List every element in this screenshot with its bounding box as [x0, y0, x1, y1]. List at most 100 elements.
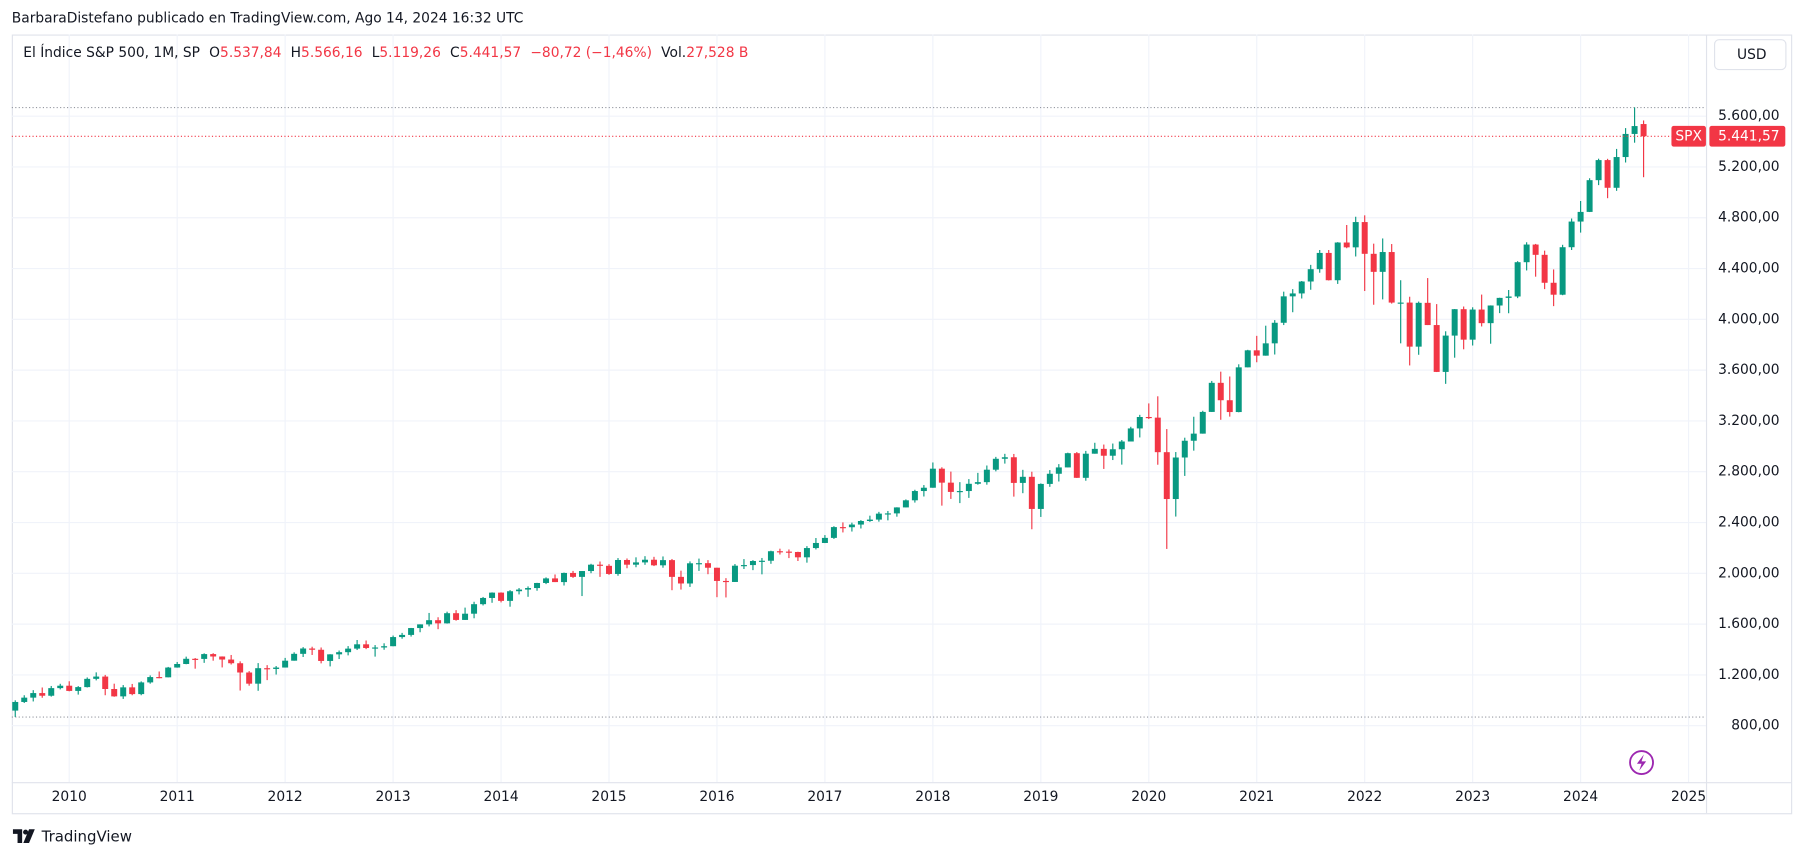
- candle-body: [713, 567, 720, 581]
- candle-body: [30, 693, 37, 698]
- candle-body: [21, 697, 28, 702]
- candle-body: [1073, 453, 1080, 478]
- candle-body: [174, 663, 181, 668]
- candle-body: [740, 565, 747, 567]
- candle-body: [390, 637, 397, 647]
- price-label: 5.441,57: [1718, 128, 1779, 144]
- y-tick-label: 4.800,00: [1718, 210, 1779, 226]
- logo-mark: [12, 829, 35, 844]
- candle-body: [1352, 222, 1359, 248]
- candle-body: [507, 591, 514, 601]
- x-tick-label: 2024: [1563, 789, 1598, 805]
- candle-body: [1046, 473, 1053, 484]
- candle-body: [1523, 244, 1530, 263]
- candle-body: [848, 524, 855, 528]
- candle-body: [1217, 382, 1224, 401]
- candle-body: [642, 559, 648, 563]
- candle-body: [309, 648, 316, 650]
- candle-body: [929, 468, 936, 488]
- candle-body: [1244, 350, 1251, 368]
- candles: [11, 106, 1706, 718]
- candle-body: [12, 701, 19, 711]
- candle-body: [1154, 417, 1161, 453]
- candle-body: [543, 578, 550, 583]
- x-tick-label: 2014: [483, 789, 518, 805]
- candle-body: [1379, 252, 1386, 272]
- candle-body: [1199, 411, 1206, 434]
- candle-body: [435, 620, 442, 624]
- candle-body: [1289, 293, 1296, 297]
- y-tick-label: 3.600,00: [1718, 362, 1779, 378]
- candle-body: [1253, 350, 1260, 356]
- candle-body: [1334, 242, 1341, 281]
- y-tick-label: 3.200,00: [1718, 413, 1779, 429]
- candle-body: [624, 559, 630, 565]
- currency-label[interactable]: USD: [1737, 47, 1766, 63]
- candle-body: [1370, 253, 1377, 272]
- candle-body: [1262, 343, 1269, 356]
- candle-body: [444, 613, 451, 624]
- candle-body: [264, 668, 271, 670]
- candle-body: [731, 565, 738, 582]
- candle-body: [884, 513, 891, 515]
- candle-body: [462, 613, 469, 620]
- candle-body: [201, 654, 208, 659]
- candle-body: [983, 469, 990, 483]
- footer-brand: TradingView: [41, 827, 132, 845]
- candle-body: [246, 672, 253, 684]
- candle-body: [1595, 160, 1602, 181]
- candle-body: [426, 620, 433, 625]
- candle-body: [1082, 453, 1089, 478]
- candle-body: [1586, 180, 1593, 212]
- lightning-icon[interactable]: [1629, 750, 1654, 775]
- candle-body: [1208, 382, 1215, 412]
- candle-body: [1406, 302, 1413, 347]
- candle-body: [237, 663, 244, 673]
- y-tick-label: 5.200,00: [1718, 159, 1779, 175]
- icon-bolt[interactable]: [1636, 754, 1647, 771]
- x-tick-label: 2021: [1239, 789, 1274, 805]
- candle-body: [893, 507, 900, 514]
- candle-body: [1550, 282, 1557, 295]
- candle-body: [1604, 160, 1611, 188]
- candle-body: [471, 604, 478, 614]
- candle-body: [1298, 281, 1305, 294]
- y-tick-label: 2.800,00: [1718, 464, 1779, 480]
- candle-body: [1568, 221, 1575, 248]
- candle-body: [1055, 467, 1062, 474]
- y-tick-label: 1.600,00: [1718, 616, 1779, 632]
- candle-body: [1559, 247, 1566, 295]
- icon-circle[interactable]: [1629, 750, 1654, 775]
- legend-close: 5.441,57: [460, 45, 521, 61]
- candle-body: [947, 482, 954, 492]
- candle-body: [938, 468, 945, 483]
- x-tick-label: 2019: [1023, 789, 1058, 805]
- candle-body: [821, 537, 828, 543]
- candle-body: [1442, 335, 1449, 372]
- candle-body: [1028, 476, 1035, 509]
- candle-body: [381, 646, 388, 648]
- candle-body: [39, 693, 46, 696]
- x-tick-label: 2022: [1347, 789, 1382, 805]
- currency-button[interactable]: [1713, 39, 1787, 71]
- candle-body: [650, 559, 657, 566]
- candle-body: [291, 653, 298, 661]
- legend-vol: Vol.: [661, 45, 686, 61]
- candle-body: [1136, 416, 1143, 429]
- legend-o: O: [209, 45, 220, 61]
- candle-body: [336, 652, 343, 655]
- candle-body: [57, 685, 64, 689]
- candle-body: [1505, 296, 1512, 298]
- attribution: BarbaraDistefano publicado en TradingVie…: [12, 10, 524, 26]
- candle-body: [812, 542, 819, 549]
- candle-body: [75, 687, 82, 691]
- candle-body: [66, 685, 73, 691]
- candle-body: [704, 563, 711, 568]
- x-tick-label: 2013: [376, 789, 411, 805]
- candle-body: [1532, 244, 1539, 255]
- candle-body: [1631, 126, 1638, 134]
- candle-body: [1226, 400, 1233, 413]
- candle-body: [758, 560, 765, 562]
- candle-body: [659, 560, 666, 566]
